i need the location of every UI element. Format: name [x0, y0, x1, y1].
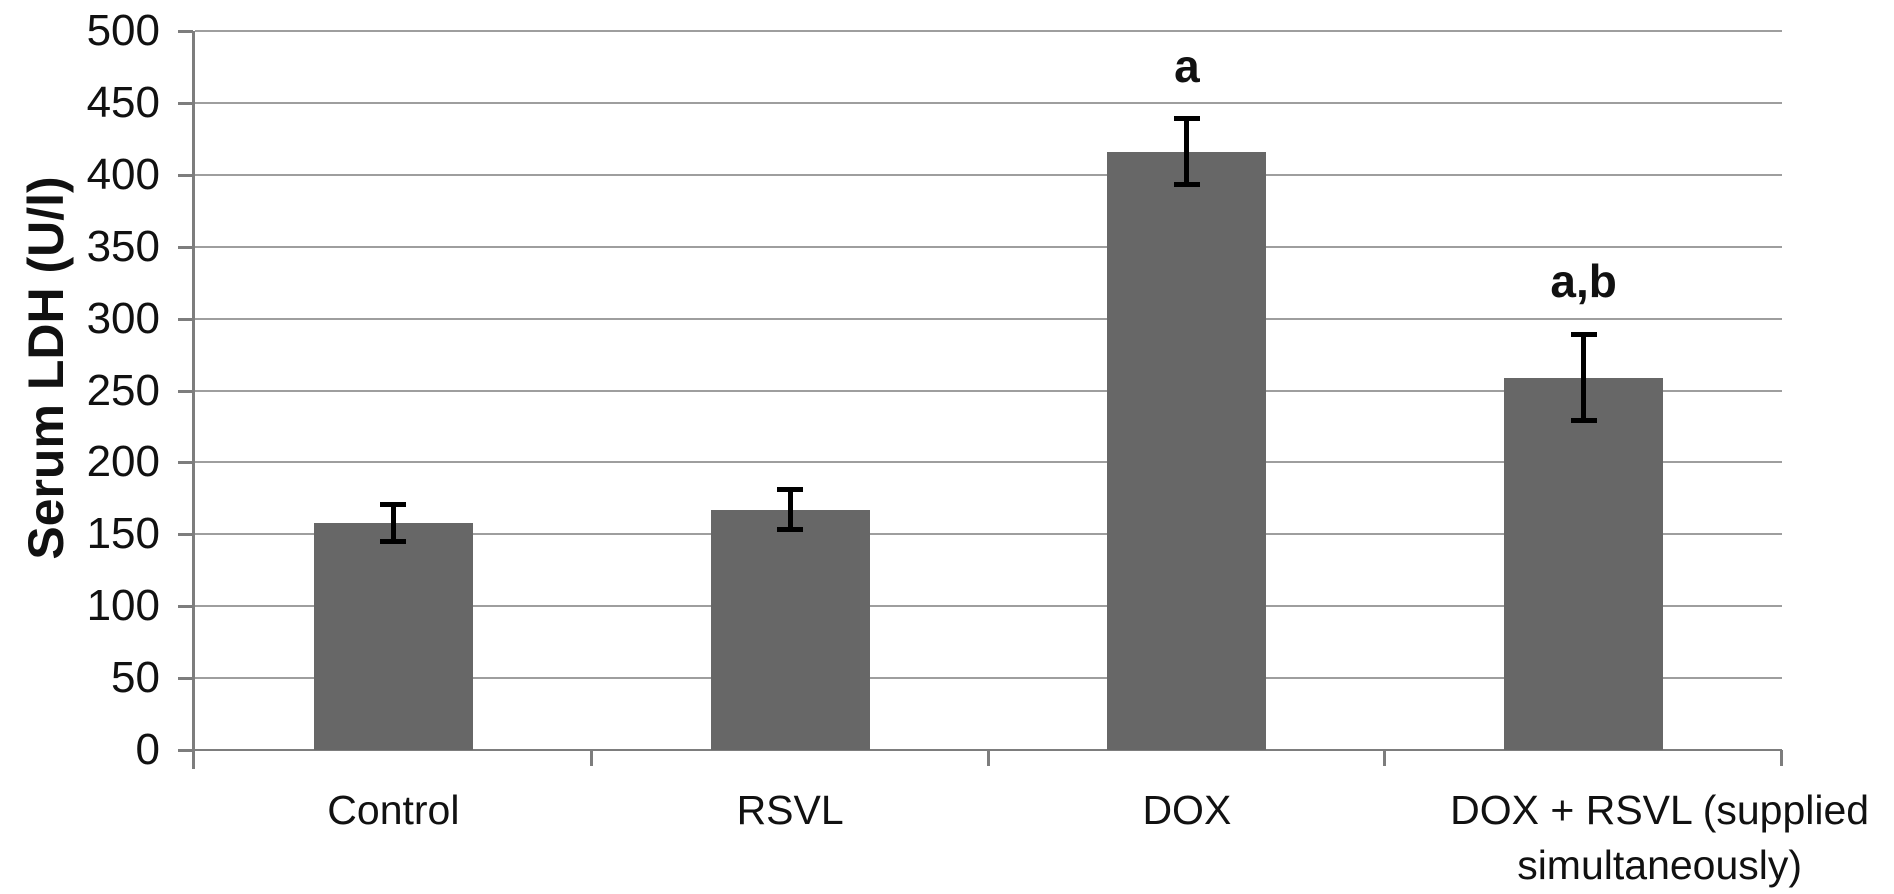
error-bar-cap-top: [777, 487, 804, 493]
y-tick-label-250: 250: [86, 365, 160, 415]
error-bar-cap-bottom: [1173, 182, 1200, 188]
x-axis-label-dox-rsvl-supplied-simultaneously: DOX + RSVL (supplied simultaneously): [1450, 787, 1870, 889]
y-axis-tick: [178, 30, 193, 33]
x-axis-tick: [1383, 750, 1387, 766]
error-bar-cap-bottom: [777, 527, 804, 533]
bar-rsvl: [710, 509, 870, 750]
y-axis-tick: [178, 677, 193, 681]
y-tick-label-300: 300: [86, 293, 160, 343]
gridline: [195, 389, 1782, 392]
gridline: [195, 533, 1782, 536]
gridline: [195, 605, 1782, 608]
y-axis-tick: [178, 389, 193, 393]
y-tick-label-500: 500: [86, 6, 160, 55]
y-axis-tick: [178, 317, 193, 321]
y-axis-line: [192, 31, 195, 769]
y-tick-label-150: 150: [86, 509, 160, 559]
gridline: [195, 245, 1782, 248]
significance-label-dox-rsvl-supplied-simultaneously: a,b: [1550, 255, 1617, 308]
gridline: [195, 317, 1782, 320]
x-axis-label-dox: DOX: [1142, 787, 1232, 833]
x-axis-tick: [589, 750, 593, 766]
gridline: [195, 461, 1782, 464]
x-axis-tick: [986, 750, 990, 766]
x-axis-label-rsvl: RSVL: [736, 787, 844, 833]
x-axis-tick: [1780, 750, 1783, 766]
y-axis-tick: [178, 101, 193, 105]
gridline: [195, 30, 1782, 32]
error-bar-cap-top: [380, 501, 407, 507]
y-axis-tick: [178, 173, 193, 177]
error-bar-dox-rsvl-supplied-simultaneously: [1581, 334, 1587, 421]
error-bar-control: [390, 504, 396, 542]
gridline: [195, 677, 1782, 680]
bar-dox: [1107, 151, 1267, 750]
y-axis-tick: [178, 749, 193, 752]
significance-label-dox: a: [1174, 39, 1200, 92]
y-tick-label-50: 50: [111, 653, 160, 703]
gridline: [195, 173, 1782, 176]
gridline: [195, 101, 1782, 104]
error-bar-rsvl: [787, 489, 793, 530]
y-axis-tick: [178, 533, 193, 537]
y-axis-tick: [178, 245, 193, 249]
error-bar-dox: [1184, 118, 1190, 185]
error-bar-cap-bottom: [1570, 418, 1597, 424]
bar-dox-rsvl-supplied-simultaneously: [1504, 377, 1664, 750]
error-bar-cap-top: [1173, 116, 1200, 122]
error-bar-cap-top: [1570, 331, 1597, 337]
y-tick-label-200: 200: [86, 437, 160, 487]
y-tick-label-400: 400: [86, 149, 160, 199]
y-tick-label-0: 0: [135, 725, 160, 774]
y-axis-tick: [178, 461, 193, 465]
plot-area: [195, 30, 1782, 751]
y-axis-tick: [178, 605, 193, 609]
y-tick-label-100: 100: [86, 581, 160, 631]
y-tick-label-450: 450: [86, 77, 160, 127]
error-bar-cap-bottom: [380, 538, 407, 544]
bar-control: [313, 522, 473, 750]
x-axis-label-control: Control: [327, 787, 460, 833]
y-tick-label-350: 350: [86, 221, 160, 271]
